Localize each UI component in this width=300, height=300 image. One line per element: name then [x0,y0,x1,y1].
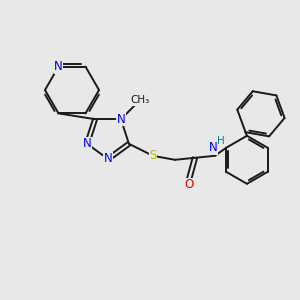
Text: N: N [54,60,63,73]
Text: CH₃: CH₃ [130,95,150,105]
Text: H: H [217,136,225,146]
Text: N: N [208,141,217,154]
Text: N: N [117,113,125,126]
Text: O: O [184,178,194,191]
Text: S: S [149,149,157,162]
Text: N: N [103,152,112,166]
Text: N: N [83,137,92,150]
